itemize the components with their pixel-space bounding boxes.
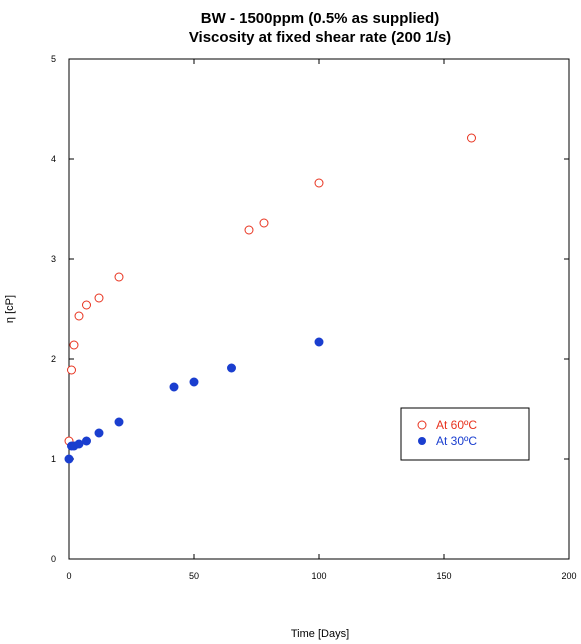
legend-label-30c: At 30ºC — [436, 434, 477, 448]
data-point-series-0 — [314, 178, 324, 188]
data-point-series-0 — [244, 225, 254, 235]
y-axis-label: η [cP] — [4, 295, 16, 323]
data-points — [64, 133, 476, 464]
axis-ticks: 0 50 100 150 200 0 1 2 3 4 5 — [51, 54, 577, 581]
data-point-series-1 — [227, 363, 236, 373]
x-tick-label: 150 — [436, 571, 451, 581]
chart-subtitle: Viscosity at fixed shear rate (200 1/s) — [189, 29, 451, 46]
data-point-series-1 — [114, 417, 124, 427]
x-tick-label: 100 — [311, 571, 326, 581]
data-point-series-0 — [114, 272, 124, 282]
legend-label-60c: At 60ºC — [436, 418, 477, 432]
chart-title: BW - 1500ppm (0.5% as supplied) — [201, 10, 439, 27]
data-point-series-1 — [189, 377, 199, 387]
data-point-series-0 — [74, 311, 84, 321]
data-point-series-0 — [94, 293, 104, 303]
data-point-series-1 — [82, 436, 91, 446]
x-tick-label: 0 — [66, 571, 71, 581]
data-point-series-1 — [64, 454, 74, 464]
legend-marker-60c — [417, 420, 427, 430]
data-point-series-0 — [67, 365, 76, 375]
data-point-series-0 — [82, 300, 91, 310]
data-point-series-1 — [314, 337, 324, 347]
y-tick-label: 2 — [51, 354, 56, 364]
y-tick-label: 4 — [51, 154, 56, 164]
x-axis-label: Time [Days] — [291, 628, 349, 640]
y-tick-label: 5 — [51, 54, 56, 64]
x-tick-label: 200 — [561, 571, 576, 581]
data-point-series-0 — [69, 340, 79, 350]
data-point-series-0 — [259, 218, 269, 228]
x-tick-label: 50 — [189, 571, 199, 581]
data-point-series-1 — [94, 428, 104, 438]
y-tick-label: 0 — [51, 554, 56, 564]
data-point-series-1 — [169, 382, 179, 392]
data-point-series-1 — [74, 439, 84, 449]
y-tick-label: 3 — [51, 254, 56, 264]
data-point-series-0 — [467, 133, 476, 143]
legend-marker-30c — [418, 437, 426, 445]
y-tick-label: 1 — [51, 454, 56, 464]
legend-box — [400, 407, 530, 461]
legend: At 60ºC At 30ºC — [400, 407, 530, 461]
plot-frame — [68, 58, 570, 560]
